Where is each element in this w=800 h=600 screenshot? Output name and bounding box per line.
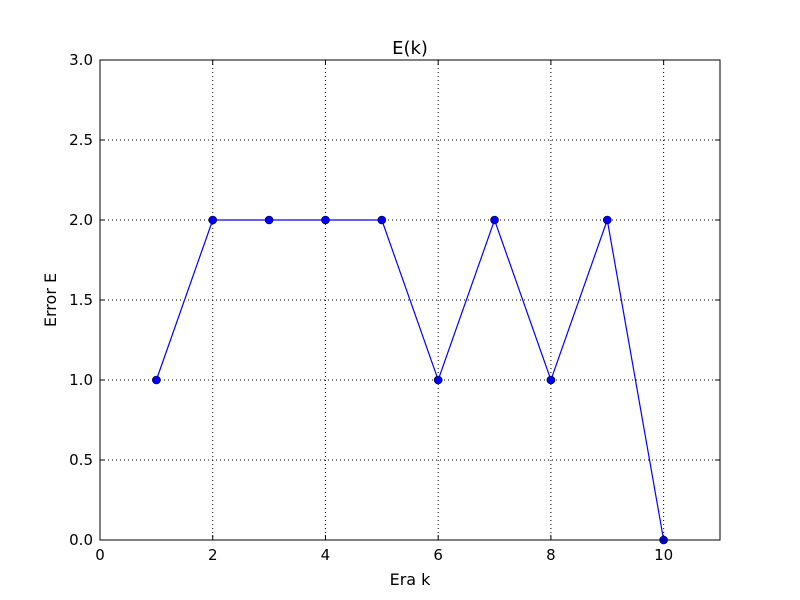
y-tick-label: 0.5 (69, 451, 93, 469)
data-point (490, 215, 499, 225)
x-tick-label: 0 (95, 546, 105, 564)
x-tick-label: 10 (654, 546, 673, 564)
chart-title: E(k) (392, 38, 428, 59)
y-tick-label: 2.0 (69, 211, 93, 229)
y-tick-label: 0.0 (69, 531, 93, 549)
data-point (321, 215, 330, 225)
data-point (602, 215, 612, 225)
series-line (155, 217, 665, 541)
x-tick-label: 2 (208, 546, 218, 564)
data-point (264, 215, 274, 225)
series-layer (152, 215, 668, 545)
data-point (152, 375, 161, 385)
data-point (377, 215, 387, 225)
x-tick-label: 6 (433, 546, 443, 564)
data-point (546, 375, 556, 385)
x-tick-label: 8 (546, 546, 556, 564)
y-tick-label: 1.0 (69, 371, 93, 389)
x-tick-label: 4 (321, 546, 331, 564)
y-axis-label: Error E (41, 273, 60, 327)
y-tick-label: 2.5 (69, 131, 93, 149)
ticks-layer: 0 2 4 6 8 10 0.0 0.5 1.0 1.5 2.0 2.5 3.0 (69, 51, 720, 564)
y-tick-label: 1.5 (69, 291, 93, 309)
data-point (208, 215, 218, 225)
y-tick-label: 3.0 (69, 51, 93, 69)
x-axis-label: Era k (390, 570, 432, 589)
data-point (433, 375, 443, 385)
